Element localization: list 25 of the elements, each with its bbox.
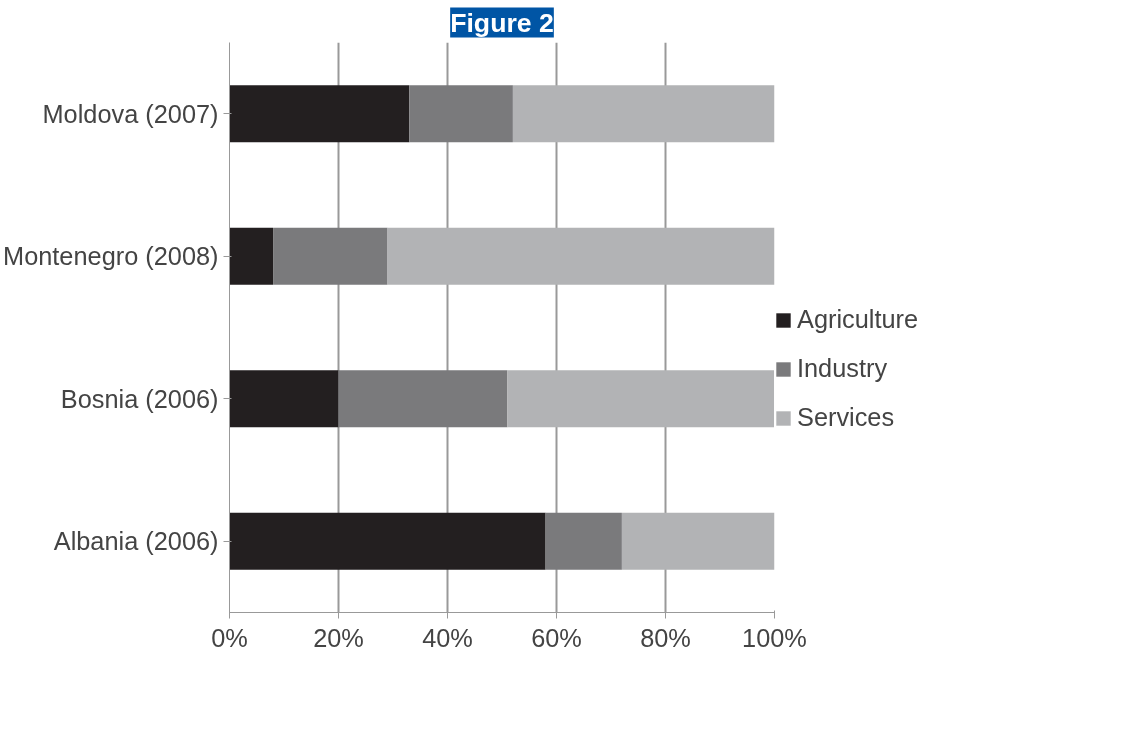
bar (273, 227, 388, 285)
x-tick-label: 80% (640, 623, 691, 652)
x-tick-label: 40% (422, 623, 473, 652)
x-tick-label: 20% (313, 623, 364, 652)
bar (229, 85, 410, 143)
bar (512, 85, 775, 143)
bar (338, 370, 508, 428)
bar (229, 370, 339, 428)
y-tick-label: Montenegro (2008) (3, 242, 219, 271)
bar (409, 85, 513, 143)
bar (545, 512, 622, 570)
legend-label: Agriculture (797, 305, 919, 334)
chart-title: Figure 2 (450, 7, 554, 38)
x-tick-label: 60% (531, 623, 582, 652)
x-tick-label: 100% (742, 623, 807, 652)
bar (229, 227, 274, 285)
legend-label: Services (797, 403, 895, 432)
bar (621, 512, 775, 570)
x-tick-label: 0% (211, 623, 248, 652)
y-tick-label: Moldova (2007) (42, 99, 219, 128)
y-tick-label: Albania (2006) (53, 527, 219, 556)
bar (387, 227, 775, 285)
bar (229, 512, 546, 570)
y-tick-label: Bosnia (2006) (60, 384, 219, 413)
legend-label: Industry (797, 354, 888, 383)
